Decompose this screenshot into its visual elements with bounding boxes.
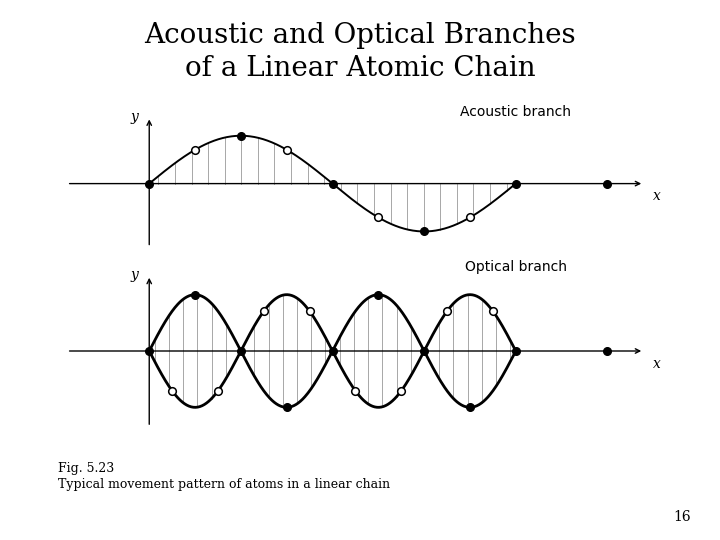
Text: x: x [653,356,661,370]
Text: Acoustic branch: Acoustic branch [460,105,571,118]
Text: x: x [653,188,661,202]
Text: 16: 16 [674,510,691,524]
Text: Typical movement pattern of atoms in a linear chain: Typical movement pattern of atoms in a l… [58,478,390,491]
Text: y: y [130,268,138,282]
Text: Optical branch: Optical branch [465,260,567,274]
Text: Fig. 5.23: Fig. 5.23 [58,462,114,475]
Text: y: y [130,110,138,124]
Text: Acoustic and Optical Branches
of a Linear Atomic Chain: Acoustic and Optical Branches of a Linea… [144,22,576,82]
